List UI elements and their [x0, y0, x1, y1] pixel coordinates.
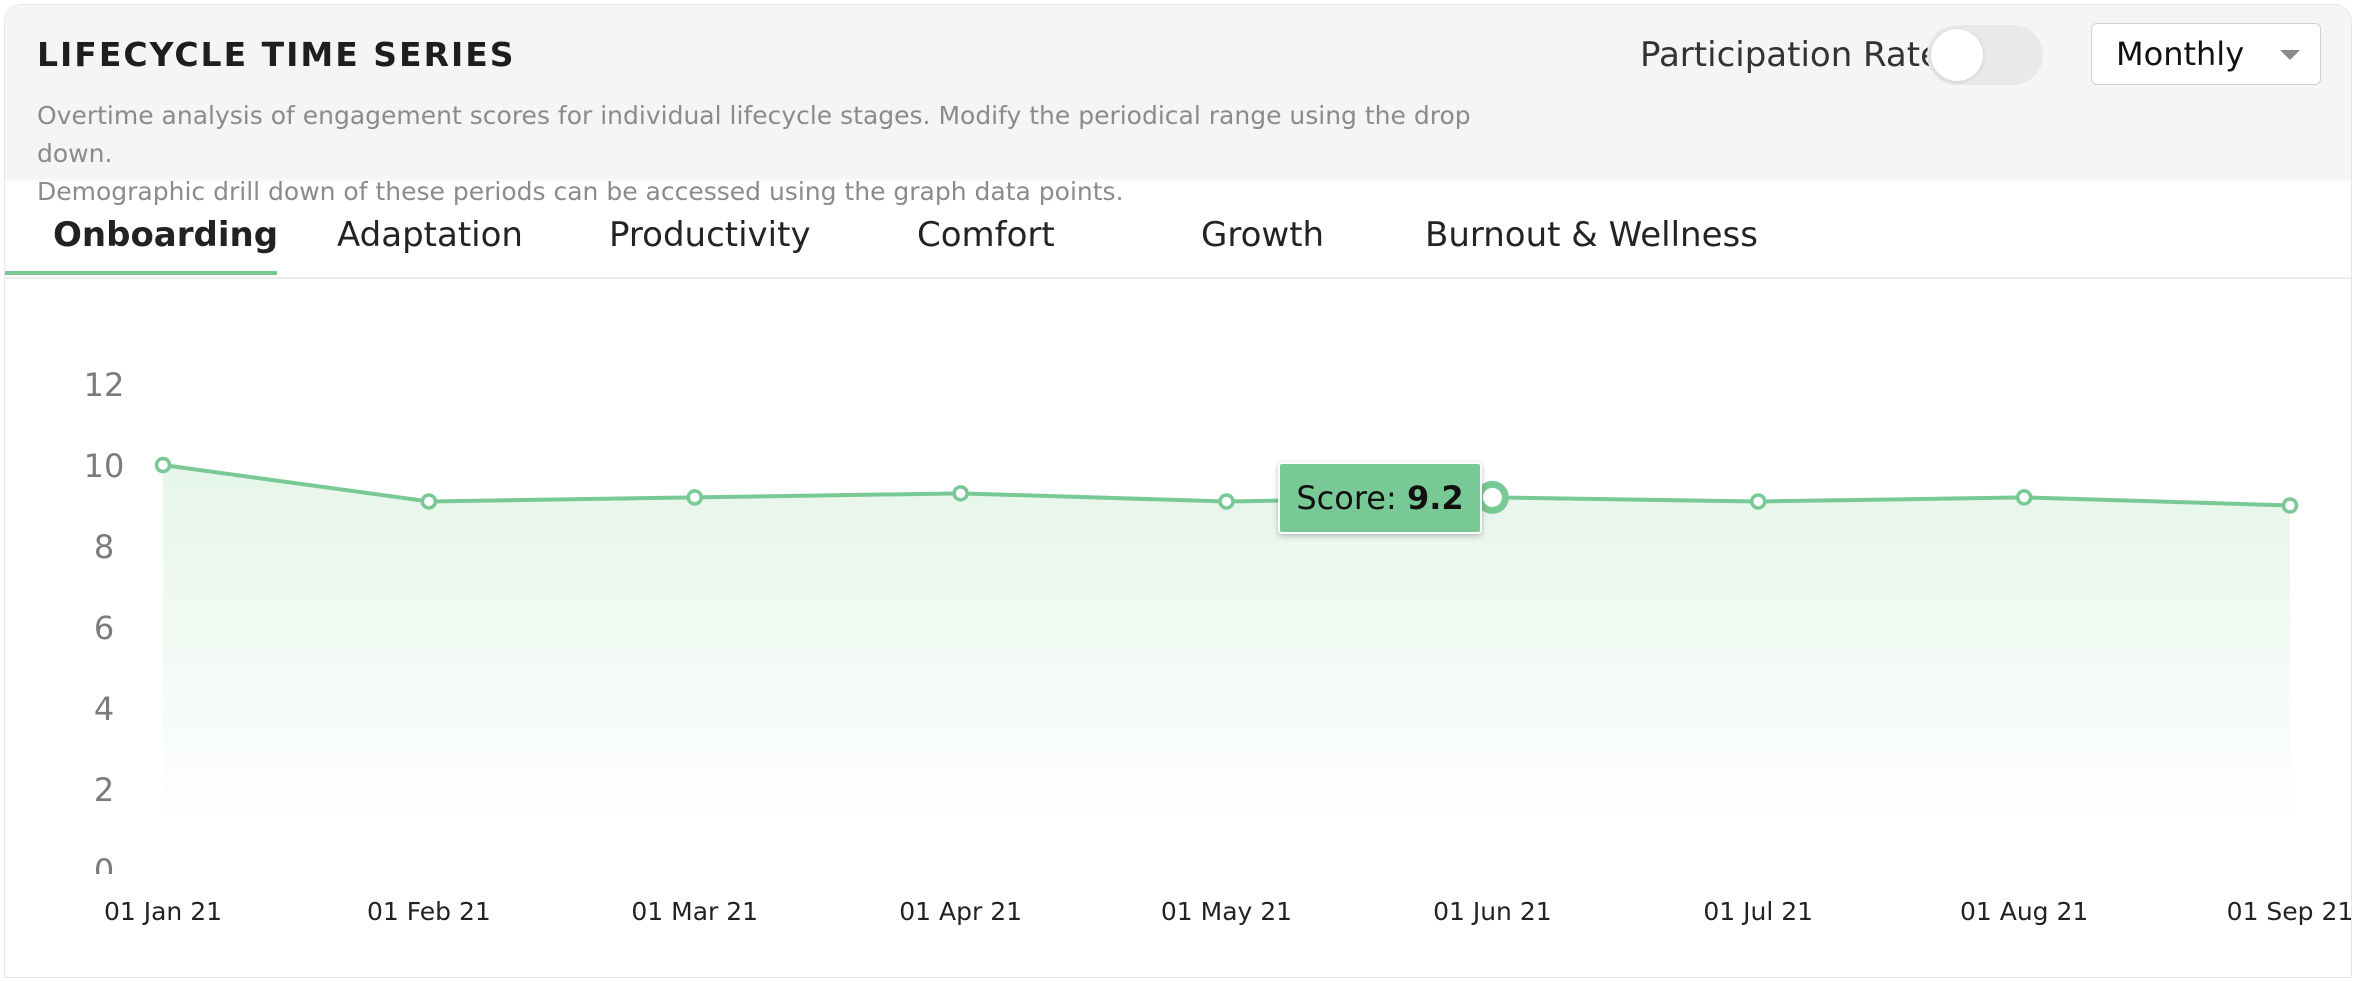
description-line: Demographic drill down of these periods … — [37, 177, 1124, 206]
description-line: Overtime analysis of engagement scores f… — [37, 101, 1471, 168]
x-tick-label: 01 May 21 — [1161, 897, 1292, 926]
y-tick-label: 6 — [94, 609, 114, 647]
card-description: Overtime analysis of engagement scores f… — [37, 97, 1537, 211]
tooltip-label: Score: — [1296, 479, 1397, 517]
x-tick-label: 01 Jun 21 — [1433, 897, 1552, 926]
tab-burnout-wellness[interactable]: Burnout & Wellness — [1425, 215, 1758, 255]
participation-rate-toggle[interactable] — [1927, 25, 2043, 85]
axis-clip — [60, 874, 150, 894]
tab-onboarding[interactable]: Onboarding — [53, 215, 279, 255]
data-point — [2015, 489, 2033, 506]
x-tick-label: 01 Feb 21 — [367, 897, 491, 926]
tab-growth[interactable]: Growth — [1201, 215, 1325, 255]
data-point — [952, 485, 969, 502]
x-tick-label: 01 Jul 21 — [1703, 897, 1813, 926]
period-dropdown-value: Monthly — [2116, 35, 2245, 73]
period-dropdown[interactable]: Monthly — [2091, 23, 2321, 85]
x-tick-label: 01 Aug 21 — [1960, 897, 2088, 926]
data-point — [154, 456, 172, 474]
data-point — [420, 493, 438, 510]
tab-comfort[interactable]: Comfort — [917, 215, 1055, 255]
caret-down-icon — [2280, 50, 2300, 60]
y-tick-label: 2 — [94, 771, 114, 809]
data-point — [1218, 493, 1235, 510]
tooltip-value: 9.2 — [1406, 479, 1464, 517]
data-point — [2281, 497, 2299, 514]
highlighted-data-point — [1475, 480, 1509, 514]
x-tick-label: 01 Sep 21 — [2227, 897, 2354, 926]
participation-rate-label: Participation Rate — [1640, 35, 1942, 75]
active-tab-indicator — [5, 271, 277, 275]
lifecycle-tabs: Onboarding Adaptation Productivity Comfo… — [5, 177, 2351, 279]
data-point — [1750, 493, 1767, 510]
card-header: LIFECYCLE TIME SERIES Overtime analysis … — [5, 5, 2351, 206]
score-tooltip: Score: 9.2 — [1278, 462, 1482, 534]
tab-productivity[interactable]: Productivity — [609, 215, 811, 255]
score-area-fill — [163, 465, 2290, 830]
y-tick-label: 10 — [84, 447, 125, 485]
toggle-knob — [1931, 29, 1983, 81]
x-tick-label: 01 Mar 21 — [631, 897, 758, 926]
y-tick-label: 12 — [84, 366, 125, 404]
data-point — [686, 489, 703, 506]
tab-adaptation[interactable]: Adaptation — [337, 215, 523, 255]
y-tick-label: 4 — [94, 690, 114, 728]
x-tick-label: 01 Jan 21 — [104, 897, 222, 926]
x-tick-label: 01 Apr 21 — [899, 897, 1022, 926]
card-title: LIFECYCLE TIME SERIES — [37, 35, 516, 74]
y-tick-label: 8 — [94, 528, 114, 566]
